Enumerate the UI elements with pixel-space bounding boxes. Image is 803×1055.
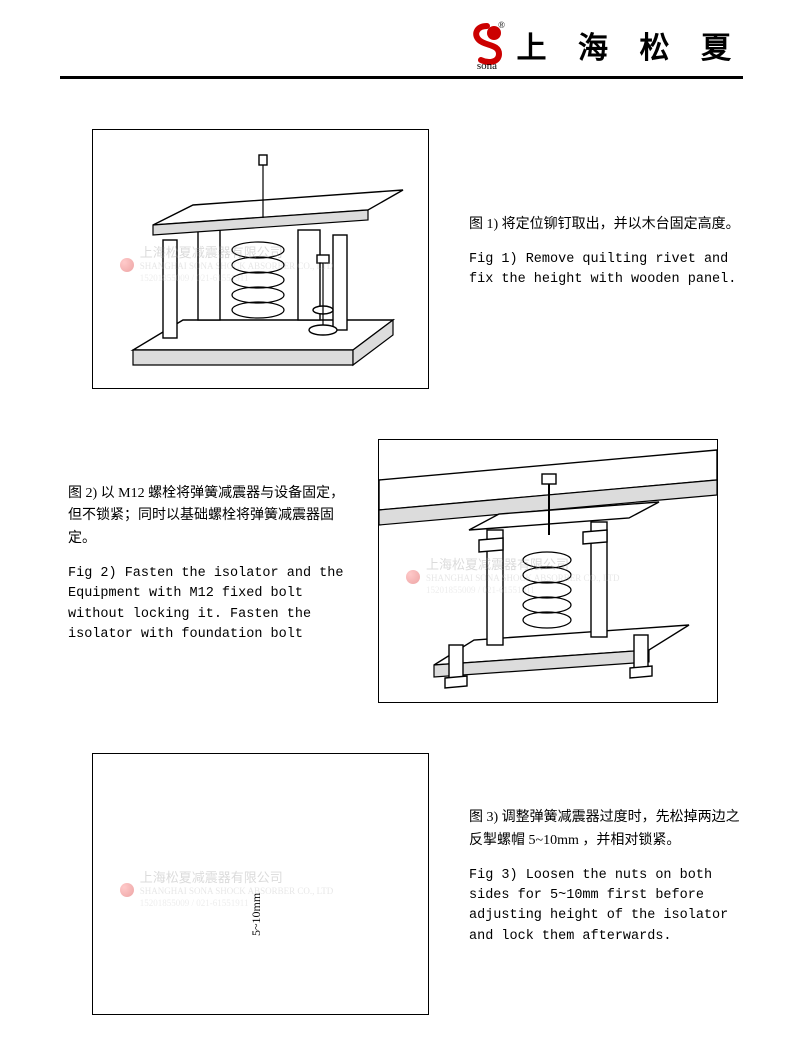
watermark: 上海松夏减震器有限公司 SHANGHAI SONA SHOCK ABSORBER… bbox=[406, 558, 619, 596]
fig2-caption-en: Fig 2) Fasten the isolator and the Equip… bbox=[68, 564, 348, 645]
fig3-caption-cn: 图 3) 调整弹簧减震器过度时，先松掉两边之反掣螺帽 5~10mm ，并相对锁紧… bbox=[469, 807, 743, 852]
content: 上海松夏减震器有限公司 SHANGHAI SONA SHOCK ABSORBER… bbox=[60, 129, 743, 1015]
watermark-line1: 上海松夏减震器有限公司 bbox=[140, 245, 283, 260]
watermark-line2: SHANGHAI SONA SHOCK ABSORBER CO., LTD bbox=[426, 573, 619, 583]
header-divider bbox=[60, 76, 743, 79]
header: ® sona 上 海 松 夏 bbox=[60, 20, 743, 70]
fig1-caption-en: Fig 1) Remove quilting rivet and fix the… bbox=[469, 250, 743, 291]
watermark: 上海松夏减震器有限公司 SHANGHAI SONA SHOCK ABSORBER… bbox=[120, 871, 333, 909]
fig2-caption-cn: 图 2) 以 M12 螺栓将弹簧减震器与设备固定，但不锁紧；同时以基础螺栓将弹簧… bbox=[68, 483, 348, 550]
brand-logo: ® sona 上 海 松 夏 bbox=[465, 20, 744, 70]
watermark-line2: SHANGHAI SONA SHOCK ABSORBER CO., LTD bbox=[140, 886, 333, 896]
watermark-line2: SHANGHAI SONA SHOCK ABSORBER CO., LTD bbox=[140, 261, 333, 271]
watermark-tel: 15201855009 / 021-61551911 bbox=[140, 273, 249, 283]
fig3-caption-en: Fig 3) Loosen the nuts on both sides for… bbox=[469, 866, 743, 947]
page: ® sona 上 海 松 夏 bbox=[0, 0, 803, 1055]
fig1-caption-cn: 图 1) 将定位铆钉取出，并以木台固定高度。 bbox=[469, 214, 743, 236]
figure-2-caption: 图 2) 以 M12 螺栓将弹簧减震器与设备固定，但不锁紧；同时以基础螺栓将弹簧… bbox=[68, 483, 348, 659]
figure-3-box: 5~10mm 上海松夏减震器有限公司 SHANGHAI SONA SHOCK A… bbox=[92, 753, 429, 1015]
sona-logo-icon: ® sona bbox=[465, 20, 509, 70]
logo-text: sona bbox=[476, 60, 496, 70]
watermark: 上海松夏减震器有限公司 SHANGHAI SONA SHOCK ABSORBER… bbox=[120, 246, 333, 284]
figure-1-caption: 图 1) 将定位铆钉取出，并以木台固定高度。 Fig 1) Remove qui… bbox=[459, 214, 743, 305]
brand-name: 上 海 松 夏 bbox=[517, 23, 744, 67]
row-fig3: 5~10mm 上海松夏减震器有限公司 SHANGHAI SONA SHOCK A… bbox=[60, 753, 743, 1015]
watermark-tel: 15201855009 / 021-61551911 bbox=[426, 585, 535, 595]
figure-2-box: 上海松夏减震器有限公司 SHANGHAI SONA SHOCK ABSORBER… bbox=[378, 439, 718, 703]
row-fig1: 上海松夏减震器有限公司 SHANGHAI SONA SHOCK ABSORBER… bbox=[60, 129, 743, 389]
figure-1-box: 上海松夏减震器有限公司 SHANGHAI SONA SHOCK ABSORBER… bbox=[92, 129, 429, 389]
watermark-line1: 上海松夏减震器有限公司 bbox=[140, 870, 283, 885]
row-fig2: 图 2) 以 M12 螺栓将弹簧减震器与设备固定，但不锁紧；同时以基础螺栓将弹簧… bbox=[60, 439, 743, 703]
watermark-tel: 15201855009 / 021-61551911 bbox=[140, 898, 249, 908]
figure-3-caption: 图 3) 调整弹簧减震器过度时，先松掉两边之反掣螺帽 5~10mm ，并相对锁紧… bbox=[459, 807, 743, 961]
watermark-line1: 上海松夏减震器有限公司 bbox=[426, 557, 569, 572]
